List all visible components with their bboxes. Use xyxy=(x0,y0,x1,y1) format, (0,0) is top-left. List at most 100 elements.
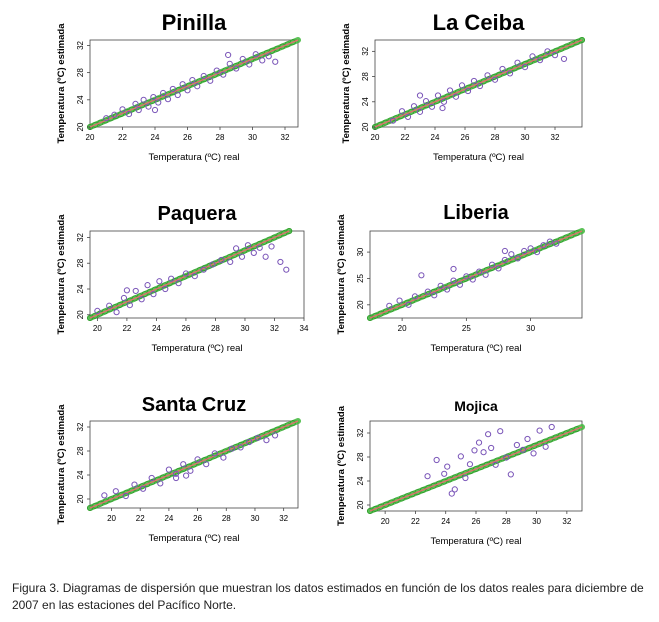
data-point xyxy=(560,55,568,63)
data-point xyxy=(226,60,233,67)
x-tick-label: 26 xyxy=(472,517,481,526)
identity-marker xyxy=(457,472,464,479)
identity-marker xyxy=(190,461,197,468)
chart-title: Pinilla xyxy=(162,10,228,35)
data-point xyxy=(485,431,492,438)
data-point xyxy=(94,307,101,315)
data-point xyxy=(482,271,489,278)
data-point xyxy=(410,103,418,110)
data-point xyxy=(446,87,454,94)
identity-marker xyxy=(237,441,244,448)
identity-marker xyxy=(144,481,151,488)
y-tick-label: 20 xyxy=(356,500,365,509)
y-tick-label: 32 xyxy=(76,40,85,49)
data-point xyxy=(120,294,128,302)
data-point xyxy=(450,265,457,273)
identity-marker xyxy=(568,41,575,48)
data-point xyxy=(144,282,151,289)
chart-title: Santa Cruz xyxy=(142,394,246,416)
y-tick-label: 28 xyxy=(76,258,85,267)
identity-marker xyxy=(201,76,208,83)
identity-marker xyxy=(180,465,187,472)
identity-marker xyxy=(382,501,389,508)
identity-marker xyxy=(393,497,400,504)
x-tick-label: 22 xyxy=(122,324,131,333)
identity-marker xyxy=(527,58,534,65)
identity-marker xyxy=(388,306,395,313)
identity-marker xyxy=(156,284,163,291)
identity-marker xyxy=(499,455,506,462)
x-tick-label: 24 xyxy=(441,517,450,526)
identity-marker xyxy=(522,60,529,67)
chart-title: La Ceiba xyxy=(433,10,525,35)
data-point xyxy=(529,53,536,60)
x-axis-label: Temperatura (ºC) real xyxy=(430,343,521,354)
data-point xyxy=(499,65,506,73)
data-point xyxy=(491,76,499,83)
data-point xyxy=(470,77,478,85)
identity-marker xyxy=(253,54,260,61)
plot-frame xyxy=(89,420,299,509)
identity-marker xyxy=(494,457,501,464)
x-tick-label: 24 xyxy=(431,133,440,142)
x-tick-label: 32 xyxy=(281,133,290,142)
identity-marker xyxy=(472,465,479,472)
identity-marker xyxy=(149,97,156,104)
data-point xyxy=(256,244,263,251)
data-point xyxy=(471,447,478,454)
data-point xyxy=(396,297,403,304)
y-tick-label: 24 xyxy=(356,476,365,485)
identity-marker xyxy=(268,428,275,435)
data-point xyxy=(101,492,108,499)
data-point xyxy=(189,77,196,84)
identity-marker xyxy=(483,461,490,468)
data-point xyxy=(536,57,544,64)
identity-marker xyxy=(536,440,543,447)
data-point xyxy=(156,278,163,285)
data-point xyxy=(132,100,139,107)
x-axis-label: Temperatura (ºC) real xyxy=(151,343,242,354)
data-point xyxy=(422,98,430,105)
identity-marker xyxy=(439,95,446,102)
data-point xyxy=(254,434,261,441)
identity-marker xyxy=(92,502,99,509)
identity-marker xyxy=(276,232,283,239)
identity-marker xyxy=(393,304,400,311)
identity-line xyxy=(89,39,299,128)
x-tick-label: 26 xyxy=(181,324,190,333)
identity-marker xyxy=(526,444,533,451)
data-point xyxy=(271,432,279,439)
data-point xyxy=(389,117,397,124)
data-point xyxy=(250,249,257,257)
identity-marker xyxy=(568,232,575,239)
data-point xyxy=(492,461,499,468)
data-point xyxy=(182,270,190,277)
identity-marker xyxy=(131,295,138,302)
data-point xyxy=(488,261,496,268)
x-tick-label: 30 xyxy=(526,324,535,333)
plot-frame xyxy=(369,230,583,319)
identity-marker xyxy=(430,288,437,295)
data-point xyxy=(246,438,253,446)
data-point xyxy=(213,67,220,74)
identity-marker xyxy=(91,312,98,319)
x-tick-label: 28 xyxy=(216,133,225,142)
identity-marker xyxy=(398,495,405,502)
data-point xyxy=(106,302,113,309)
identity-marker xyxy=(221,256,228,263)
chart-title: Paquera xyxy=(158,203,238,225)
x-tick-label: 22 xyxy=(136,514,145,523)
identity-marker xyxy=(504,453,511,460)
x-tick-label: 32 xyxy=(551,133,560,142)
data-point xyxy=(458,82,466,89)
data-point xyxy=(122,492,129,500)
y-tick-label: 32 xyxy=(361,46,370,55)
data-point xyxy=(233,65,240,72)
identity-marker xyxy=(485,76,492,83)
identity-marker xyxy=(222,448,229,455)
x-tick-label: 24 xyxy=(151,133,160,142)
data-point xyxy=(506,70,514,77)
identity-marker xyxy=(563,234,570,241)
identity-marker xyxy=(128,106,135,113)
identity-marker xyxy=(372,505,379,512)
